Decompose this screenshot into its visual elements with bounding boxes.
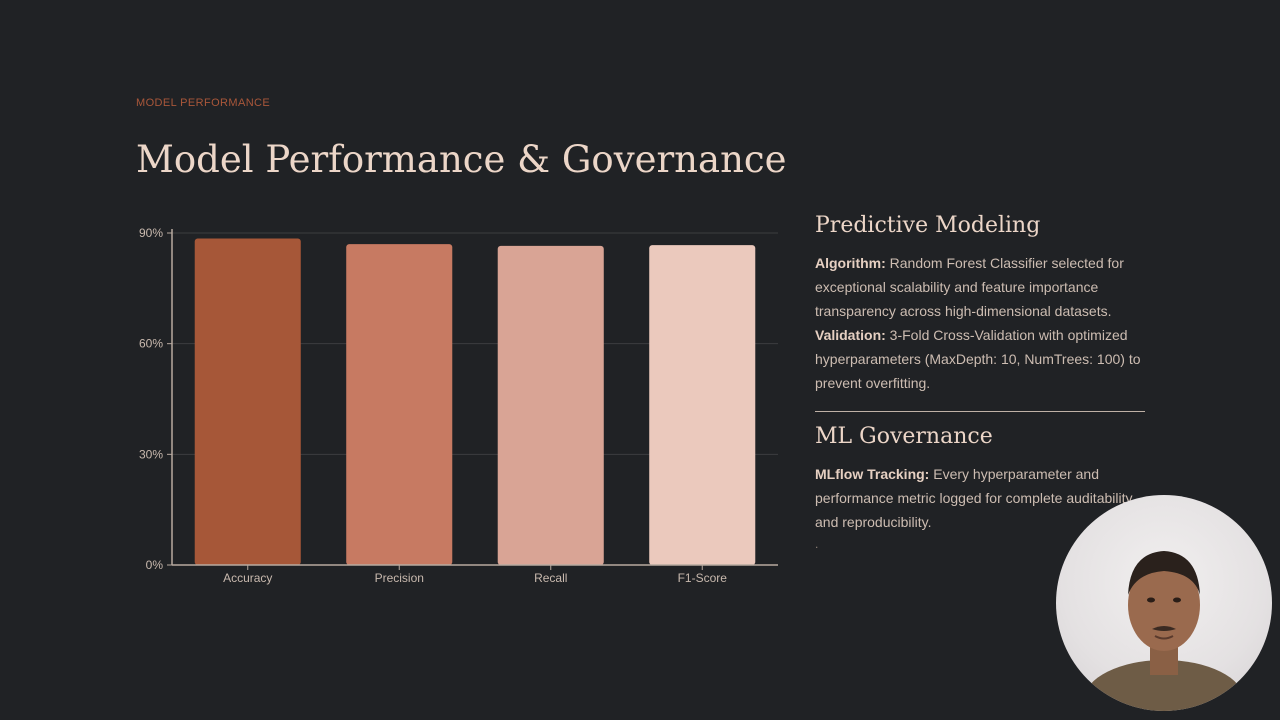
y-tick-label: 30% xyxy=(139,447,163,461)
performance-bar-chart: 0% 30% 60% 90% Accuracy Precision Recall F1-Sco… xyxy=(120,215,790,600)
validation-label: Validation: xyxy=(815,327,886,343)
predictive-heading: Predictive Modeling xyxy=(815,213,1041,238)
algorithm-paragraph: Algorithm: Random Forest Classifier sele… xyxy=(815,251,1150,323)
x-category-label: Precision xyxy=(375,571,424,585)
chart-svg: 0% 30% 60% 90% Accuracy Precision Recall F1-Sco… xyxy=(139,226,778,585)
validation-paragraph: Validation: 3-Fold Cross-Validation with… xyxy=(815,323,1150,395)
section-divider xyxy=(815,411,1145,412)
x-category-label: F1-Score xyxy=(678,571,728,585)
y-tick-label: 60% xyxy=(139,337,163,351)
validation-text: 3-Fold Cross-Validation with optimized h… xyxy=(815,327,1141,391)
tracking-paragraph: MLflow Tracking: Every hyperparameter an… xyxy=(815,462,1150,534)
x-category-label: Accuracy xyxy=(223,571,272,585)
presenter-avatar-icon xyxy=(1084,551,1244,711)
y-tick-label: 90% xyxy=(139,226,163,240)
x-category-label: Recall xyxy=(534,571,567,585)
trailing-dot: . xyxy=(815,537,819,551)
bar-accuracy xyxy=(194,238,301,565)
section-eyebrow: MODEL PERFORMANCE xyxy=(136,97,271,109)
tracking-label: MLflow Tracking: xyxy=(815,466,930,482)
presenter-webcam xyxy=(1056,495,1272,711)
page-title: Model Performance & Governance xyxy=(136,138,787,181)
algorithm-label: Algorithm: xyxy=(815,255,886,271)
bar-precision xyxy=(346,244,453,566)
algorithm-text: Random Forest Classifier selected for ex… xyxy=(815,255,1124,319)
bar-f1-score xyxy=(649,245,756,565)
bar-recall xyxy=(497,245,604,565)
y-tick-label: 0% xyxy=(146,558,164,572)
governance-heading: ML Governance xyxy=(815,424,993,449)
right-panel: Predictive Modeling Algorithm: Random Fo… xyxy=(815,210,1150,552)
tracking-text: Every hyperparameter and performance met… xyxy=(815,466,1133,530)
